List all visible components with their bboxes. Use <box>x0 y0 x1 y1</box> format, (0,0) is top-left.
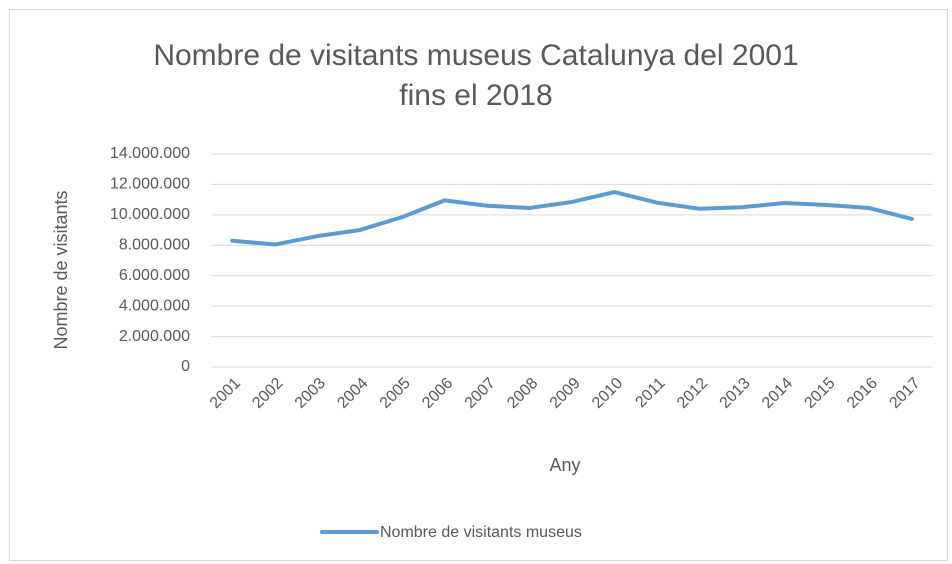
y-tick-label: 10.000.000 <box>110 206 190 223</box>
y-tick-label: 4.000.000 <box>119 297 190 314</box>
y-tick-label: 0 <box>181 358 190 375</box>
chart-border <box>9 9 948 561</box>
y-tick-label: 12.000.000 <box>110 176 190 193</box>
y-tick-label: 8.000.000 <box>119 237 190 254</box>
y-tick-label: 2.000.000 <box>119 328 190 345</box>
chart-title: Nombre de visitants museus Catalunya del… <box>153 39 799 112</box>
legend-label: Nombre de visitants museus <box>380 524 582 541</box>
series-line <box>230 190 914 247</box>
y-axis-title: Nombre de visitants <box>51 190 71 349</box>
x-axis-title: Any <box>549 455 580 475</box>
y-tick-label: 14.000.000 <box>110 145 190 162</box>
y-tick-label: 6.000.000 <box>119 267 190 284</box>
